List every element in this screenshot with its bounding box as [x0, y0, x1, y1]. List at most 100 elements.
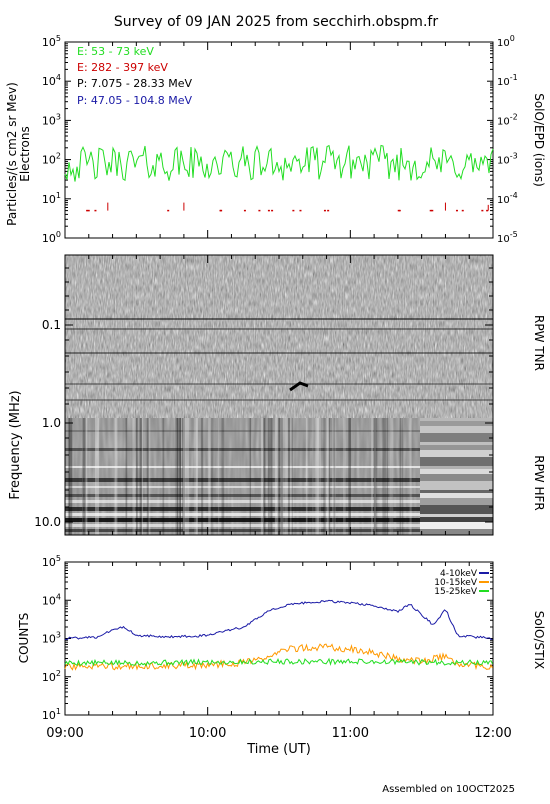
hfr-late-band	[420, 505, 493, 514]
hfr-vertical-streak	[305, 418, 308, 535]
hfr-vertical-streak	[82, 418, 86, 535]
rpw-label-tnr: RPW TNR	[532, 315, 546, 371]
hfr-vertical-streak	[68, 418, 70, 535]
hfr-vertical-streak	[270, 418, 273, 535]
epd-left-tick-label: 104	[42, 73, 61, 88]
stix-panel: 101 102 103 104 105 COUNTS SolO/STIX 4-10keV…	[17, 554, 546, 722]
hfr-band	[65, 494, 420, 497]
hfr-vertical-streak	[324, 418, 327, 535]
hfr-late-band	[420, 517, 493, 522]
hfr-band	[65, 500, 420, 503]
hfr-band	[65, 448, 420, 451]
time-axis-label: Time (UT)	[246, 742, 311, 757]
hfr-late-band	[420, 493, 493, 498]
time-tick-label: 09:00	[46, 726, 83, 741]
hfr-late-band	[420, 514, 493, 517]
hfr-late-band	[420, 450, 493, 457]
hfr-band	[65, 507, 420, 511]
hfr-late-band	[420, 421, 493, 426]
stix-legend-4-10kev: 4-10keV	[440, 569, 478, 579]
hfr-vertical-streak	[201, 418, 204, 535]
hfr-vertical-streak	[182, 418, 185, 535]
hfr-band	[65, 430, 420, 432]
stix-tick-label: 102	[42, 669, 61, 684]
hfr-late-band	[420, 457, 493, 466]
hfr-band	[65, 478, 420, 482]
hfr-late-band	[420, 522, 493, 529]
stix-frame	[64, 561, 494, 716]
hfr-band	[65, 529, 420, 532]
stix-left-axis: 101 102 103 104 105	[42, 554, 493, 722]
rpw-tnr-lines	[65, 318, 493, 401]
stix-tick-label: 101	[42, 707, 61, 722]
time-tick-label: 10:00	[189, 726, 226, 741]
hfr-late-band	[420, 445, 493, 450]
hfr-vertical-streak	[210, 418, 214, 535]
hfr-vertical-streak	[179, 418, 182, 535]
hfr-vertical-streak	[342, 418, 346, 535]
hfr-vertical-streak	[331, 418, 336, 535]
hfr-vertical-streak	[348, 418, 352, 535]
hfr-vertical-streak	[113, 418, 116, 535]
hfr-band	[65, 513, 420, 516]
hfr-vertical-streak	[147, 418, 151, 535]
epd-legend-e-low: E: 53 - 73 keV	[77, 45, 154, 58]
hfr-vertical-streak	[401, 418, 404, 535]
epd-legend-p-high: P: 47.05 - 104.8 MeV	[77, 94, 193, 107]
hfr-band	[65, 518, 420, 522]
hfr-vertical-streak	[82, 418, 84, 535]
stix-series-4-10kev	[64, 599, 493, 641]
hfr-late-band	[420, 466, 493, 469]
hfr-vertical-streak	[176, 418, 179, 535]
epd-right-tick-label: 100	[497, 34, 515, 49]
hfr-vertical-streak	[95, 418, 99, 535]
hfr-vertical-streak	[312, 418, 314, 535]
epd-ylabel-line1: Particles/(s cm2 sr Mev)	[5, 82, 19, 226]
hfr-vertical-streak	[374, 418, 376, 535]
epd-left-tick-label: 102	[42, 152, 61, 167]
hfr-vertical-streak	[277, 418, 280, 535]
rpw-ylabel: Frequency (MHz)	[8, 390, 23, 499]
hfr-vertical-streak	[323, 418, 326, 535]
stix-ylabel: COUNTS	[17, 613, 31, 664]
hfr-vertical-streak	[132, 418, 136, 535]
stix-series-10-15kev	[64, 643, 493, 671]
hfr-vertical-streak	[373, 418, 378, 535]
hfr-late-band	[420, 433, 493, 442]
epd-right-tick-label: 10-3	[497, 152, 518, 167]
epd-left-tick-label: 105	[42, 34, 61, 49]
hfr-late-band	[420, 474, 493, 481]
hfr-late-band	[420, 426, 493, 433]
hfr-late-band	[420, 498, 493, 505]
hfr-vertical-streak	[317, 418, 322, 535]
hfr-vertical-streak	[84, 418, 88, 535]
hfr-vertical-streak	[146, 418, 149, 535]
epd-series-electrons-53-73kev	[64, 144, 494, 182]
hfr-vertical-streak	[136, 418, 138, 535]
stix-tick-label: 103	[42, 631, 61, 646]
rpw-hfr-late-segment	[420, 418, 493, 535]
hfr-vertical-streak	[267, 418, 270, 535]
hfr-vertical-streak	[389, 418, 394, 535]
rpw-label-hfr: RPW HFR	[532, 455, 546, 511]
stix-tick-label: 104	[42, 592, 61, 607]
hfr-vertical-streak	[115, 418, 117, 535]
rpw-freq-tick-label: 10.0	[34, 515, 61, 529]
rpw-hfr-bands	[65, 418, 420, 535]
time-tick-label: 11:00	[332, 726, 369, 741]
hfr-vertical-streak	[68, 418, 73, 535]
hfr-band	[65, 524, 420, 527]
hfr-vertical-streak	[125, 418, 128, 535]
time-axis: 09:00 10:00 11:00 12:00	[46, 42, 512, 741]
hfr-vertical-streak	[175, 418, 178, 535]
hfr-vertical-streak	[371, 418, 373, 535]
epd-right-tick-label: 10-5	[497, 230, 518, 245]
stix-legend-15-25kev: 15-25keV	[434, 587, 478, 597]
tnr-dark-line	[65, 383, 493, 385]
epd-right-tick-label: 10-1	[497, 73, 518, 88]
hfr-vertical-streak	[316, 418, 320, 535]
hfr-late-band	[420, 418, 493, 421]
